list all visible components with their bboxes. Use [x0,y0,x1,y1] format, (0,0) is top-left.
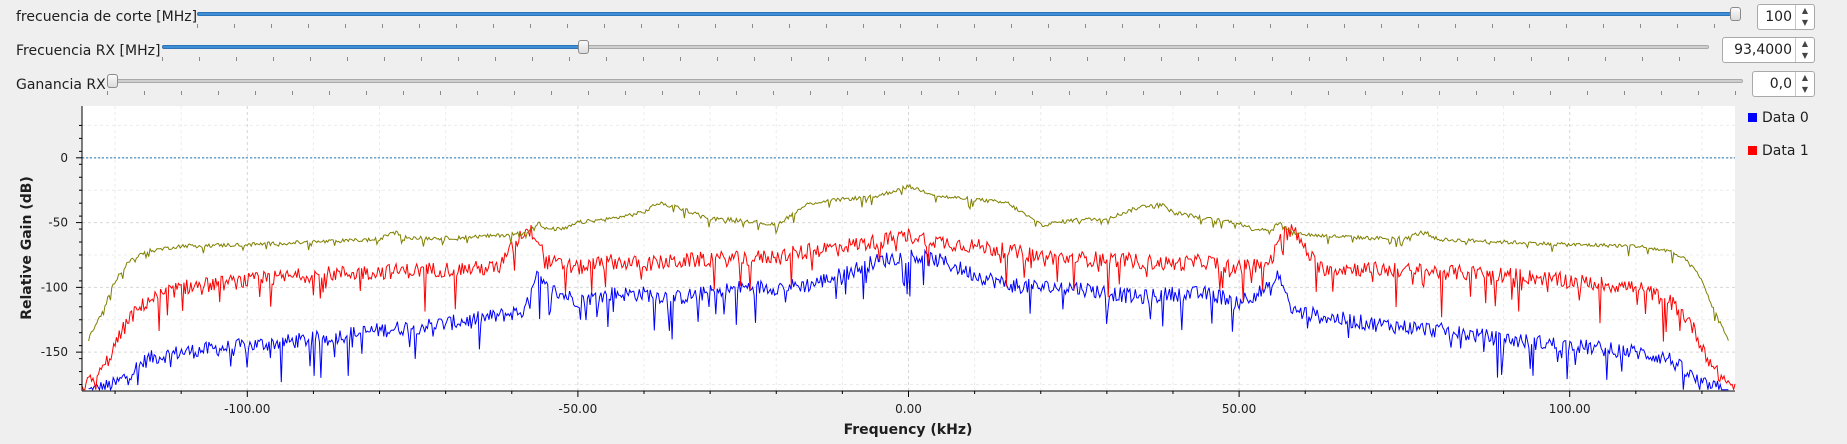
slider-ticks [107,91,1743,95]
rx-gain-slider[interactable] [107,71,1743,101]
frequency-plot[interactable]: -100.00 -50.00 0.00 50.00 100.00 0 -50 -100 -150… [0,100,1847,444]
legend-swatch [1748,113,1757,122]
axis-ticks: -100.00 -50.00 0.00 50.00 100.00 0 -50 -100 -150 [41,124,1703,416]
x-tick-label: -50.00 [559,402,598,416]
rx-gain-spinbox[interactable]: 0,0 ▲ ▼ [1752,71,1815,97]
spin-down-icon[interactable]: ▼ [1801,85,1809,94]
slider-ticks [197,24,1741,28]
rx-gain-label: Ganancia RX [16,77,106,93]
x-tick-label: 100.00 [1549,402,1591,416]
x-axis-title: Frequency (kHz) [844,422,973,438]
cutoff-control: frecuencia de corte [MHz] 100 ▲ ▼ [0,4,1847,34]
rx-gain-value[interactable]: 0,0 [1769,76,1792,92]
cutoff-slider[interactable] [197,4,1741,34]
spin-up-icon[interactable]: ▲ [1801,73,1809,82]
rx-frequency-control: Frecuencia RX [MHz] 93,4000 ▲ ▼ [0,37,1847,67]
spin-down-icon[interactable]: ▼ [1801,18,1809,27]
slider-ticks [162,57,1709,61]
rx-frequency-label: Frecuencia RX [MHz] [16,43,161,59]
plot-area [81,157,1736,392]
x-tick-label: -100.00 [224,402,270,416]
cutoff-spinbox[interactable]: 100 ▲ ▼ [1757,4,1815,30]
slider-handle[interactable] [107,74,118,88]
spin-up-icon[interactable]: ▲ [1801,6,1809,15]
series-line-1 [81,224,1736,391]
cutoff-value[interactable]: 100 [1765,9,1792,25]
rx-gain-control: Ganancia RX 0,0 ▲ ▼ [0,71,1847,101]
y-tick-label: 0 [60,151,68,165]
series-line-2 [88,183,1729,342]
plot-canvas [82,106,1735,391]
spin-down-icon[interactable]: ▼ [1801,51,1809,60]
y-axis-title: Relative Gain (dB) [19,176,35,320]
slider-groove [107,79,1743,83]
rx-frequency-slider[interactable] [162,37,1709,67]
slider-fill [197,12,1735,16]
slider-handle[interactable] [578,40,590,54]
y-tick-label: -50 [48,216,68,230]
rx-frequency-value[interactable]: 93,4000 [1734,42,1792,58]
series-line-0 [88,248,1729,392]
legend-label: Data 0 [1762,110,1809,126]
rx-frequency-spinbox[interactable]: 93,4000 ▲ ▼ [1722,37,1815,63]
y-tick-label: -100 [41,280,68,294]
x-tick-label: 50.00 [1222,402,1256,416]
cutoff-label: frecuencia de corte [MHz] [16,9,198,25]
slider-fill [162,45,584,49]
legend-label: Data 1 [1762,143,1809,159]
spin-buttons: ▲ ▼ [1795,72,1814,96]
spin-up-icon[interactable]: ▲ [1801,39,1809,48]
legend-swatch [1748,146,1757,155]
x-tick-label: 0.00 [895,402,922,416]
spin-buttons: ▲ ▼ [1795,5,1814,29]
slider-handle[interactable] [1730,7,1741,21]
spin-buttons: ▲ ▼ [1795,38,1814,62]
y-tick-label: -150 [41,345,68,359]
